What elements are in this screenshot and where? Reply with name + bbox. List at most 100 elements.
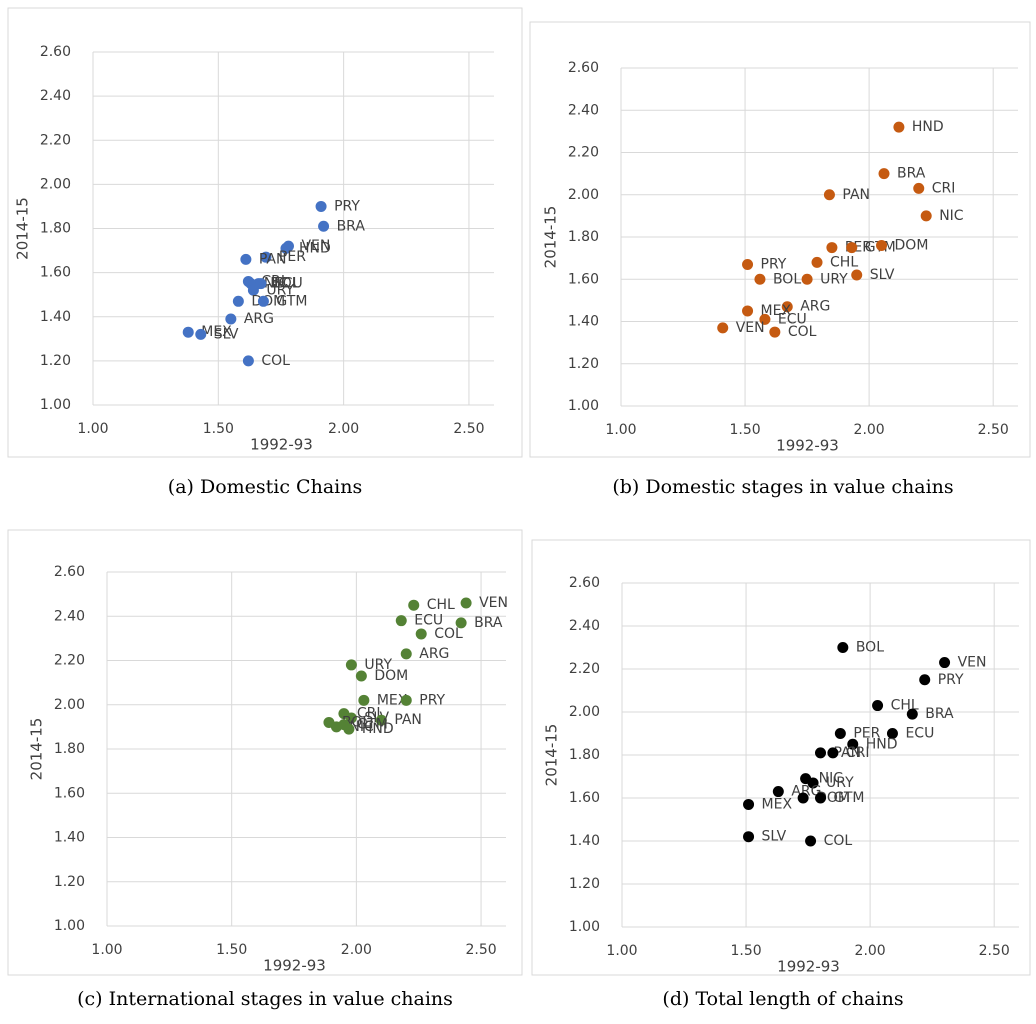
point: [460, 597, 472, 609]
panel-frame: [531, 539, 1031, 976]
point-label: NIC: [349, 719, 374, 735]
point: [400, 694, 412, 706]
point-label: PER: [279, 249, 306, 265]
y-tick-label: 1.20: [569, 876, 600, 892]
x-tick-label: 2.00: [854, 422, 885, 438]
point: [801, 273, 813, 285]
y-tick-label: 1.40: [568, 314, 599, 330]
point: [920, 210, 932, 222]
point-label: BRA: [337, 218, 366, 234]
y-tick-label: 2.40: [40, 88, 71, 104]
point-label: COL: [434, 626, 463, 642]
point-label: NIC: [264, 276, 289, 292]
x-axis-title: 1992-93: [263, 957, 326, 975]
point: [280, 242, 292, 254]
panel-frame: [7, 529, 523, 976]
point-label: HND: [362, 721, 394, 737]
point-label: PER: [853, 726, 880, 742]
y-tick-label: 2.00: [568, 187, 599, 203]
y-tick-label: 1.80: [568, 229, 599, 245]
x-tick-label: 1.00: [91, 942, 122, 958]
y-tick-label: 1.60: [54, 785, 85, 801]
point-label: SLV: [762, 829, 787, 845]
x-tick-label: 2.50: [465, 942, 496, 958]
x-tick-label: 2.50: [979, 943, 1010, 959]
point-label: CRI: [932, 180, 956, 196]
y-tick-label: 1.40: [54, 830, 85, 846]
point-label: BRA: [897, 166, 926, 182]
y-tick-label: 1.60: [569, 790, 600, 806]
point: [742, 258, 754, 270]
point-label: ECU: [414, 613, 443, 629]
point-label: VEN: [479, 595, 508, 611]
y-tick-label: 1.60: [568, 271, 599, 287]
y-tick-label: 1.80: [40, 221, 71, 237]
y-tick-label: 1.00: [568, 398, 599, 414]
y-tick-label: 2.00: [40, 176, 71, 192]
point-label: PAN: [259, 251, 287, 267]
point: [260, 251, 272, 263]
caption: (b) Domestic stages in value chains: [612, 476, 953, 498]
point-label: COL: [824, 833, 853, 849]
point-label: BOL: [271, 276, 299, 292]
point: [772, 786, 784, 798]
y-tick-label: 1.40: [40, 309, 71, 325]
point: [315, 200, 327, 212]
caption: (d) Total length of chains: [662, 988, 903, 1010]
point: [242, 355, 254, 367]
y-tick-label: 2.60: [569, 575, 600, 591]
point: [358, 694, 370, 706]
x-tick-label: 1.50: [216, 942, 247, 958]
y-tick-label: 2.60: [568, 60, 599, 76]
point-label: URY: [820, 271, 848, 287]
point: [769, 326, 781, 338]
y-tick-label: 2.40: [568, 102, 599, 118]
point-label: NIC: [819, 771, 844, 787]
y-tick-label: 2.00: [569, 704, 600, 720]
point: [257, 295, 269, 307]
point-label: BRA: [925, 706, 954, 722]
point-label: ECU: [778, 311, 807, 327]
point: [886, 728, 898, 739]
point: [939, 657, 951, 669]
x-tick-label: 1.50: [729, 422, 760, 438]
point-label: HND: [912, 119, 944, 135]
x-tick-label: 1.50: [730, 943, 761, 959]
point-label: CHL: [830, 254, 858, 270]
point-label: BRA: [474, 615, 503, 631]
point: [225, 313, 237, 325]
point: [847, 738, 859, 750]
y-tick-label: 2.00: [54, 697, 85, 713]
point-label: SLV: [214, 326, 239, 342]
point: [878, 168, 890, 180]
point-label: ECU: [274, 276, 303, 292]
y-tick-label: 2.40: [569, 618, 600, 634]
x-tick-label: 1.00: [77, 421, 108, 437]
point-label: PAN: [394, 712, 422, 728]
x-tick-label: 1.50: [203, 421, 234, 437]
y-axis-title: 2014-15: [542, 206, 560, 269]
point: [759, 313, 771, 325]
point: [343, 723, 355, 735]
point: [815, 792, 826, 804]
y-tick-label: 2.40: [54, 608, 85, 624]
x-tick-label: 1.00: [606, 943, 637, 959]
point: [834, 728, 846, 739]
point-label: COL: [261, 353, 290, 369]
point: [240, 253, 252, 265]
point: [826, 242, 838, 254]
point: [893, 121, 905, 133]
x-tick-label: 2.00: [855, 943, 886, 959]
point-label: PRY: [419, 692, 445, 708]
x-tick-label: 2.50: [453, 421, 484, 437]
point-label: MEX: [762, 796, 793, 812]
point: [797, 792, 809, 804]
point-label: MEX: [201, 324, 232, 340]
point-label: DOM: [895, 237, 929, 253]
point-label: CRI: [846, 745, 870, 761]
panel-frame: [7, 7, 523, 458]
point-label: CRI: [261, 273, 285, 289]
y-tick-label: 1.20: [54, 874, 85, 890]
point-label: ARG: [244, 311, 274, 327]
